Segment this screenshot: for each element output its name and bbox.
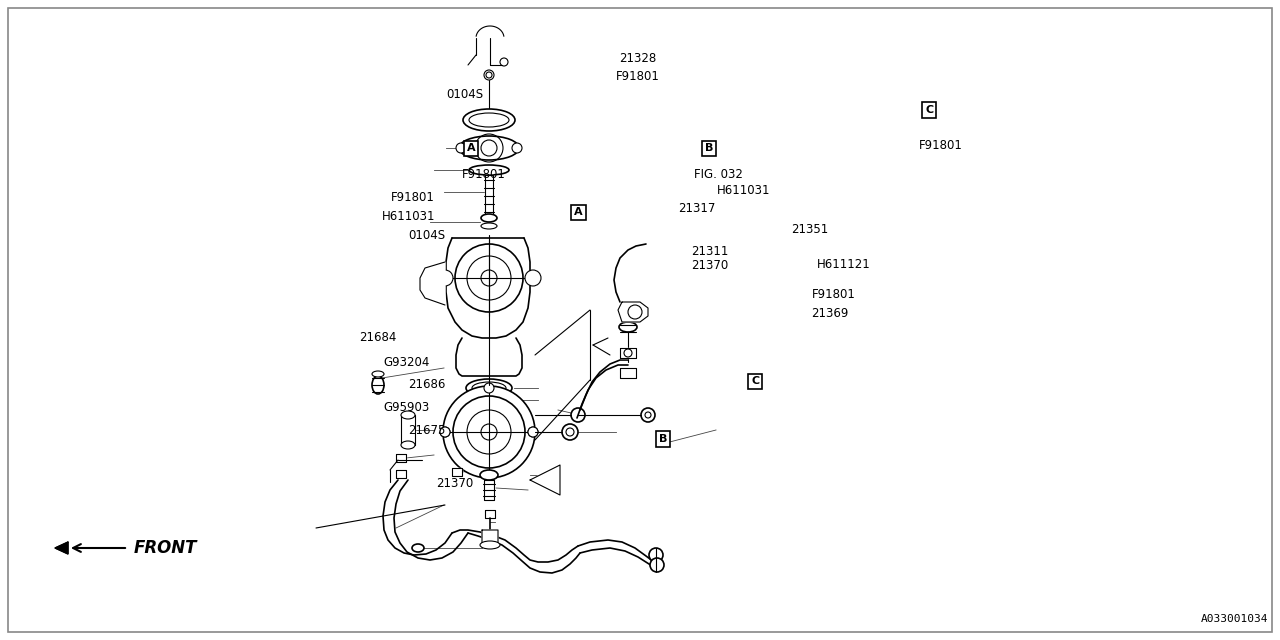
Circle shape xyxy=(529,427,538,437)
Text: A: A xyxy=(575,207,582,218)
Text: G93204: G93204 xyxy=(384,356,430,369)
Circle shape xyxy=(650,558,664,572)
Text: 0104S: 0104S xyxy=(447,88,484,101)
Polygon shape xyxy=(620,348,636,358)
Text: F91801: F91801 xyxy=(812,288,855,301)
Text: 0104S: 0104S xyxy=(408,229,445,242)
Polygon shape xyxy=(485,175,493,215)
Polygon shape xyxy=(396,470,406,478)
Polygon shape xyxy=(618,302,648,322)
Ellipse shape xyxy=(372,371,384,377)
Circle shape xyxy=(525,270,541,286)
Circle shape xyxy=(456,143,466,153)
Polygon shape xyxy=(420,262,445,305)
Text: FRONT: FRONT xyxy=(134,539,197,557)
Ellipse shape xyxy=(463,109,515,131)
Circle shape xyxy=(436,270,453,286)
Polygon shape xyxy=(485,510,495,518)
Circle shape xyxy=(529,427,538,437)
Text: A: A xyxy=(467,143,475,154)
Ellipse shape xyxy=(468,165,509,175)
Polygon shape xyxy=(401,415,415,445)
Text: 21369: 21369 xyxy=(812,307,849,320)
Polygon shape xyxy=(530,465,561,495)
Ellipse shape xyxy=(480,470,498,480)
Text: C: C xyxy=(925,105,933,115)
Text: C: C xyxy=(751,376,759,387)
Circle shape xyxy=(440,427,451,437)
Text: A033001034: A033001034 xyxy=(1201,614,1268,624)
Ellipse shape xyxy=(620,322,637,332)
Text: FIG. 032: FIG. 032 xyxy=(694,168,742,180)
Circle shape xyxy=(443,386,535,478)
Text: 21370: 21370 xyxy=(691,259,728,272)
Text: G95903: G95903 xyxy=(384,401,430,414)
Text: F91801: F91801 xyxy=(392,191,435,204)
Text: 21370: 21370 xyxy=(436,477,474,490)
Ellipse shape xyxy=(401,411,415,419)
Circle shape xyxy=(512,143,522,153)
Ellipse shape xyxy=(481,223,497,229)
Ellipse shape xyxy=(372,376,384,394)
Text: 21675: 21675 xyxy=(408,424,445,436)
Polygon shape xyxy=(396,454,406,462)
Circle shape xyxy=(641,408,655,422)
Ellipse shape xyxy=(460,136,518,160)
Text: B: B xyxy=(659,434,667,444)
Ellipse shape xyxy=(466,379,512,397)
Circle shape xyxy=(562,424,579,440)
Text: H611121: H611121 xyxy=(817,258,870,271)
Polygon shape xyxy=(620,368,636,378)
Text: 21686: 21686 xyxy=(408,378,445,390)
Ellipse shape xyxy=(412,544,424,552)
Text: 21328: 21328 xyxy=(618,52,657,65)
Ellipse shape xyxy=(480,541,500,549)
Text: F91801: F91801 xyxy=(462,168,506,180)
Text: 21311: 21311 xyxy=(691,245,728,258)
Text: 21351: 21351 xyxy=(791,223,828,236)
Polygon shape xyxy=(452,468,462,476)
Ellipse shape xyxy=(401,441,415,449)
Text: H611031: H611031 xyxy=(381,210,435,223)
Circle shape xyxy=(649,548,663,562)
Text: F91801: F91801 xyxy=(919,140,963,152)
Circle shape xyxy=(571,408,585,422)
Text: 21684: 21684 xyxy=(360,332,397,344)
Circle shape xyxy=(484,383,494,393)
Ellipse shape xyxy=(481,214,497,222)
Text: 21317: 21317 xyxy=(678,202,716,214)
Polygon shape xyxy=(445,238,530,338)
Text: F91801: F91801 xyxy=(616,70,659,83)
Text: B: B xyxy=(705,143,713,154)
Circle shape xyxy=(440,427,451,437)
Text: H611031: H611031 xyxy=(717,184,771,197)
Circle shape xyxy=(484,471,494,481)
Polygon shape xyxy=(484,480,494,500)
Polygon shape xyxy=(55,542,68,554)
Polygon shape xyxy=(483,530,498,548)
